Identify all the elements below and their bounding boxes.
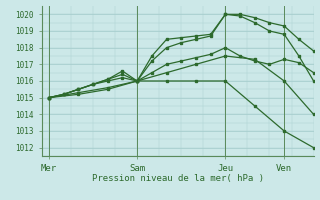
X-axis label: Pression niveau de la mer( hPa ): Pression niveau de la mer( hPa ): [92, 174, 264, 183]
